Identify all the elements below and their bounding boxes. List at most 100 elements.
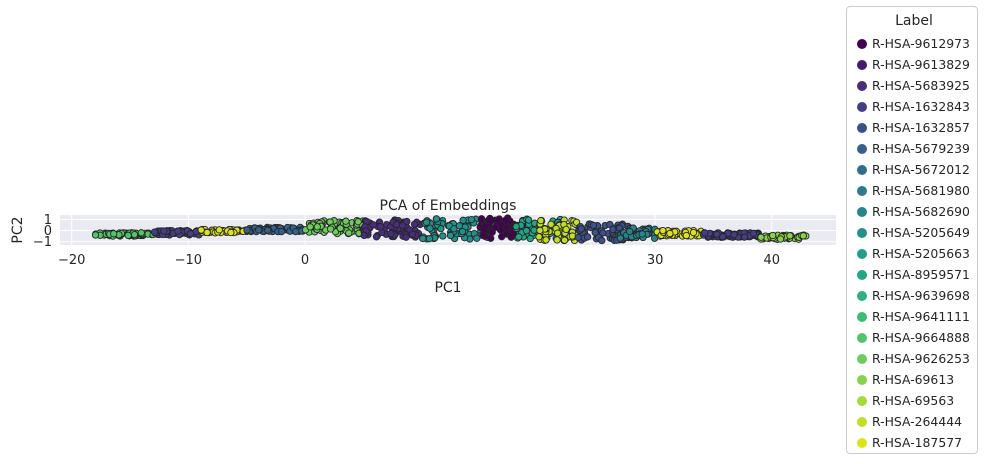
x-tick-label: 30 [647, 253, 664, 268]
legend-swatch [857, 59, 867, 70]
scatter-point [392, 220, 401, 229]
legend-swatch [857, 437, 867, 448]
legend-label: R-HSA-5681980 [872, 183, 970, 198]
y-tick-label: 0 [44, 224, 52, 239]
y-tick-labels: −101 [33, 213, 52, 250]
legend-item: R-HSA-1632857 [857, 117, 971, 138]
legend-label: R-HSA-1632843 [872, 99, 970, 114]
scatter-point [360, 231, 368, 240]
scatter-point [110, 230, 118, 238]
legend-label: R-HSA-5683925 [872, 78, 970, 93]
legend-swatch [857, 143, 867, 154]
scatter-point [682, 231, 690, 240]
scatter-point [345, 229, 353, 237]
legend-swatch [857, 227, 867, 238]
legend-label: R-HSA-9639698 [872, 288, 970, 303]
scatter-point [494, 216, 502, 224]
scatter-point [757, 233, 765, 241]
scatter-point [376, 223, 385, 231]
x-tick-label: 0 [301, 253, 309, 268]
legend-item: R-HSA-5681980 [857, 180, 971, 201]
scatter-point [568, 232, 577, 240]
legend-item: R-HSA-5682690 [857, 201, 971, 222]
legend-swatch [857, 269, 867, 280]
scatter-point [174, 227, 182, 235]
legend-swatch [857, 164, 867, 175]
scatter-point [713, 230, 721, 238]
scatter-point [776, 235, 785, 243]
scatter-point [336, 224, 344, 232]
scatter-point [786, 232, 794, 240]
legend-label: R-HSA-9612973 [872, 36, 970, 51]
legend-swatch [857, 80, 867, 91]
legend-item: R-HSA-5683925 [857, 75, 971, 96]
scatter-point [591, 228, 599, 237]
legend-label: R-HSA-1632857 [872, 120, 970, 135]
scatter-point [243, 226, 251, 234]
scatter-point [342, 217, 350, 225]
x-tick-labels: −20 −10 0 10 20 30 40 [58, 253, 780, 268]
scatter-point [439, 232, 447, 240]
scatter-point [408, 230, 417, 238]
legend-item: R-HSA-5679239 [857, 138, 971, 159]
scatter-points [91, 214, 810, 245]
scatter-point [479, 231, 487, 239]
scatter-point [264, 226, 272, 234]
scatter-point [369, 221, 378, 229]
legend-label: R-HSA-69613 [872, 372, 955, 387]
scatter-point [701, 229, 709, 237]
scatter-point [496, 226, 505, 234]
legend-label: R-HSA-5672012 [872, 162, 970, 177]
scatter-point [455, 222, 464, 230]
legend-label: R-HSA-187577 [872, 435, 962, 450]
scatter-point [574, 233, 582, 242]
scatter-point [137, 229, 145, 237]
scatter-point [215, 226, 223, 234]
scatter-point [160, 227, 168, 235]
scatter-point [542, 236, 550, 244]
scatter-point [589, 221, 598, 230]
scatter-point [186, 230, 195, 238]
scatter-point [616, 234, 624, 242]
legend-label: R-HSA-9664888 [872, 330, 970, 345]
scatter-point [689, 228, 698, 237]
scatter-point [562, 225, 570, 234]
scatter-point [583, 233, 592, 241]
legend-item: R-HSA-264444 [857, 411, 971, 432]
scatter-point [599, 229, 607, 237]
scatter-point [277, 227, 286, 236]
pca-chart: −20 −10 0 10 20 30 40 −101 PCA of Embeddings P… [10, 198, 836, 296]
scatter-point [124, 231, 132, 240]
legend-label: R-HSA-5205649 [872, 225, 970, 240]
scatter-point [547, 220, 555, 228]
legend-item: R-HSA-9641111 [857, 306, 971, 327]
scatter-point [719, 233, 727, 241]
legend-item: R-HSA-1632843 [857, 96, 971, 117]
scatter-point [730, 231, 738, 239]
x-tick-label: −10 [175, 253, 202, 268]
legend-item: R-HSA-9612973 [857, 33, 971, 54]
legend-item: R-HSA-8959571 [857, 264, 971, 285]
legend-swatch [857, 332, 867, 343]
scatter-point [609, 225, 617, 234]
legend-swatch [857, 38, 867, 49]
scatter-point [91, 231, 100, 239]
legend-swatch [857, 353, 867, 364]
scatter-point [553, 229, 562, 237]
scatter-point [130, 230, 139, 239]
scatter-point [387, 229, 395, 238]
scatter-point [354, 218, 362, 226]
scatter-point [666, 229, 674, 238]
legend-swatch [857, 311, 867, 322]
legend-item: R-HSA-9664888 [857, 327, 971, 348]
scatter-point [458, 227, 467, 236]
legend-label: R-HSA-5679239 [872, 141, 970, 156]
scatter-point [799, 232, 807, 240]
scatter-point [487, 217, 495, 225]
scatter-point [403, 217, 411, 226]
scatter-point [524, 216, 533, 224]
legend-item: R-HSA-9626253 [857, 348, 971, 369]
legend-swatch [857, 101, 867, 112]
scatter-point [227, 228, 235, 237]
legend-swatch [857, 416, 867, 427]
